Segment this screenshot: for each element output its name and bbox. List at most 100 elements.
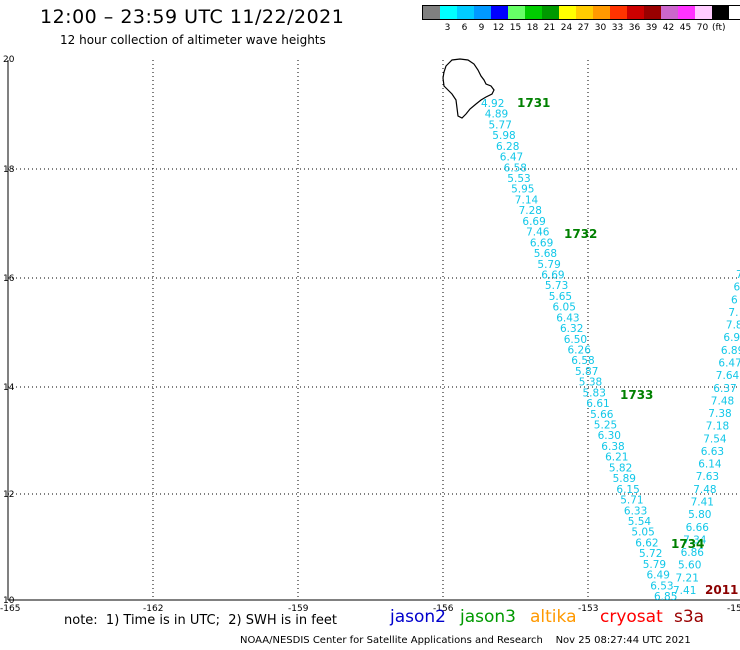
track-2-wave-heights: 7667.7.86.96.896.477.646.377.487.387.187… <box>673 269 740 597</box>
wave-height-value: 6.66 <box>686 522 710 534</box>
wave-height-value: 7.21 <box>676 572 699 584</box>
hawaii-coastline <box>442 58 495 119</box>
legend-swatch <box>559 6 576 19</box>
time-label-1734: 1734 <box>671 537 704 551</box>
wave-height-value: 6.47 <box>500 152 523 164</box>
legend-swatch <box>712 6 729 19</box>
wave-height-value: 6.58 <box>504 162 527 174</box>
y-label-16: 16 <box>3 274 15 284</box>
wave-height-value: 7.63 <box>696 471 719 483</box>
wave-height-value: 6.50 <box>564 334 587 346</box>
legend-label: 33 <box>611 23 624 33</box>
mission-cryosat: cryosat <box>600 607 663 627</box>
legend-swatch <box>644 6 661 19</box>
legend-label: 21 <box>543 23 556 33</box>
wave-height-legend: 3 6 9 12 15 18 21 24 27 30 33 36 39 42 45 70 (ft) <box>422 5 740 33</box>
x-label-156: -156 <box>433 604 454 614</box>
wave-height-value: 5.82 <box>609 462 632 474</box>
wave-height-value: 5.05 <box>631 527 654 539</box>
wave-height-value: 6.26 <box>568 345 592 357</box>
wave-height-value: 7.46 <box>526 227 550 239</box>
wave-height-value: 4.89 <box>485 109 508 121</box>
mission-jason3: jason3 <box>460 607 516 627</box>
wave-height-value: 6.89 <box>721 345 740 357</box>
legend-swatch <box>508 6 525 19</box>
legend-labels: 3 6 9 12 15 18 21 24 27 30 33 36 39 42 45 70 (ft) <box>422 23 740 33</box>
wave-height-value: 5.77 <box>489 119 512 131</box>
wave-height-value: 5.89 <box>613 473 636 485</box>
wave-height-value: 5.83 <box>583 387 606 399</box>
wave-height-value: 7.14 <box>515 195 539 207</box>
mission-jason2: jason2 <box>390 607 446 627</box>
legend-swatch <box>678 6 695 19</box>
wave-height-value: 6.14 <box>698 459 722 471</box>
legend-swatch <box>695 6 712 19</box>
wave-height-value: 6.21 <box>605 452 628 464</box>
wave-height-value: 6.43 <box>556 312 579 324</box>
time-label-1733: 1733 <box>620 388 653 402</box>
wave-height-value: 6.49 <box>647 570 670 582</box>
wave-height-value: 6.05 <box>553 302 576 314</box>
wave-height-value: 4.92 <box>481 98 504 110</box>
wave-height-value: 6 <box>731 294 738 306</box>
x-label-153: -153 <box>578 604 598 614</box>
wave-height-value: 7.28 <box>519 205 542 217</box>
wave-height-value: 6.69 <box>541 270 564 282</box>
y-label-12: 12 <box>3 490 14 500</box>
time-label-2011: 2011 <box>705 583 738 597</box>
footer-credit: NOAA/NESDIS Center for Satellite Applica… <box>240 635 691 646</box>
wave-height-value: 5.71 <box>620 495 643 507</box>
track-1-wave-heights: 4.924.895.775.986.286.476.585.535.957.14… <box>481 98 677 603</box>
wave-height-value: 6.58 <box>571 355 594 367</box>
wave-height-value: 5.68 <box>534 248 557 260</box>
wave-height-value: 6.9 <box>723 332 740 344</box>
legend-swatch <box>661 6 678 19</box>
mission-s3a: s3a <box>674 607 705 627</box>
wave-height-value: 7.54 <box>703 433 727 445</box>
legend-label: 6 <box>461 23 468 33</box>
legend-label: 70 <box>696 23 709 33</box>
wave-height-value: 6.28 <box>496 141 519 153</box>
wave-height-value: 6.69 <box>530 237 553 249</box>
wave-height-value: 6.69 <box>522 216 545 228</box>
wave-height-value: 6.61 <box>586 398 609 410</box>
page-title: 12:00 – 23:59 UTC 11/22/2021 <box>40 6 345 28</box>
wave-height-value: 5.79 <box>537 259 560 271</box>
wave-height-value: 6.15 <box>616 484 639 496</box>
wave-height-value: 5.66 <box>590 409 614 421</box>
wave-height-value: 7.38 <box>708 408 731 420</box>
legend-label: 12 <box>492 23 505 33</box>
legend-swatch <box>593 6 610 19</box>
wave-height-value: 6.47 <box>718 358 740 370</box>
wave-height-value: 7.64 <box>716 370 740 382</box>
wave-height-value: 7.41 <box>691 497 714 509</box>
legend-label: 18 <box>526 23 539 33</box>
legend-swatch <box>525 6 542 19</box>
wave-height-value: 5.98 <box>492 130 515 142</box>
wave-height-value: 6.53 <box>650 580 673 592</box>
wave-height-value: 5.95 <box>511 184 534 196</box>
wave-height-value: 7.18 <box>706 421 729 433</box>
wave-height-value: 5.65 <box>549 291 572 303</box>
legend-label: 27 <box>577 23 590 33</box>
wave-height-value: 5.53 <box>507 173 530 185</box>
y-label-14: 14 <box>3 383 15 393</box>
legend-swatch <box>576 6 593 19</box>
legend-label: 30 <box>594 23 607 33</box>
wave-height-value: 5.25 <box>594 420 617 432</box>
legend-label: 3 <box>444 23 451 33</box>
wave-height-value: 7 <box>736 269 740 281</box>
wave-height-value: 5.38 <box>579 377 602 389</box>
wave-height-value: 5.54 <box>628 516 652 528</box>
legend-label: 24 <box>560 23 573 33</box>
y-label-18: 18 <box>3 165 15 175</box>
wave-height-value: 7.41 <box>673 585 696 597</box>
legend-label: 9 <box>478 23 485 33</box>
x-label-165: -165 <box>0 604 20 614</box>
x-label-159: -159 <box>288 604 309 614</box>
legend-label: 36 <box>628 23 641 33</box>
legend-swatch <box>491 6 508 19</box>
wave-height-value: 6.63 <box>701 446 724 458</box>
legend-label: 42 <box>662 23 675 33</box>
wave-height-value: 7.8 <box>726 320 740 332</box>
